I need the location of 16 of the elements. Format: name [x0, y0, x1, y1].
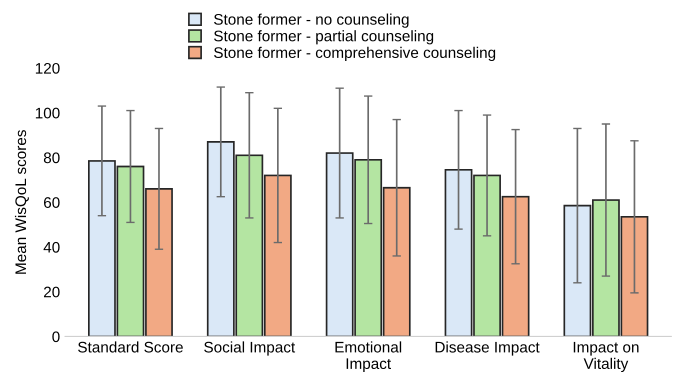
- legend-label: Stone former - partial counseling: [214, 30, 434, 44]
- y-tick-label: 120: [36, 62, 60, 74]
- legend-label: Stone former - no counseling: [214, 14, 409, 28]
- x-tick-label: Emotional Impact: [335, 341, 402, 372]
- legend-label: Stone former - comprehensive counseling: [214, 46, 496, 62]
- x-tick-label: Impact on Vitality: [574, 342, 638, 372]
- x-tick-label: Social Impact: [204, 341, 296, 356]
- y-tick-label: 20: [44, 286, 60, 298]
- x-tick-label: Disease Impact: [436, 341, 540, 356]
- y-tick-label: 80: [44, 152, 60, 164]
- y-tick-label: 0: [52, 331, 60, 342]
- x-tick-label: Standard Score: [78, 341, 183, 353]
- y-tick-label: 60: [44, 197, 60, 208]
- y-axis-title: Mean WisQoL scores: [14, 130, 29, 274]
- y-tick-label: 100: [36, 108, 60, 118]
- y-tick-label: 40: [44, 242, 60, 253]
